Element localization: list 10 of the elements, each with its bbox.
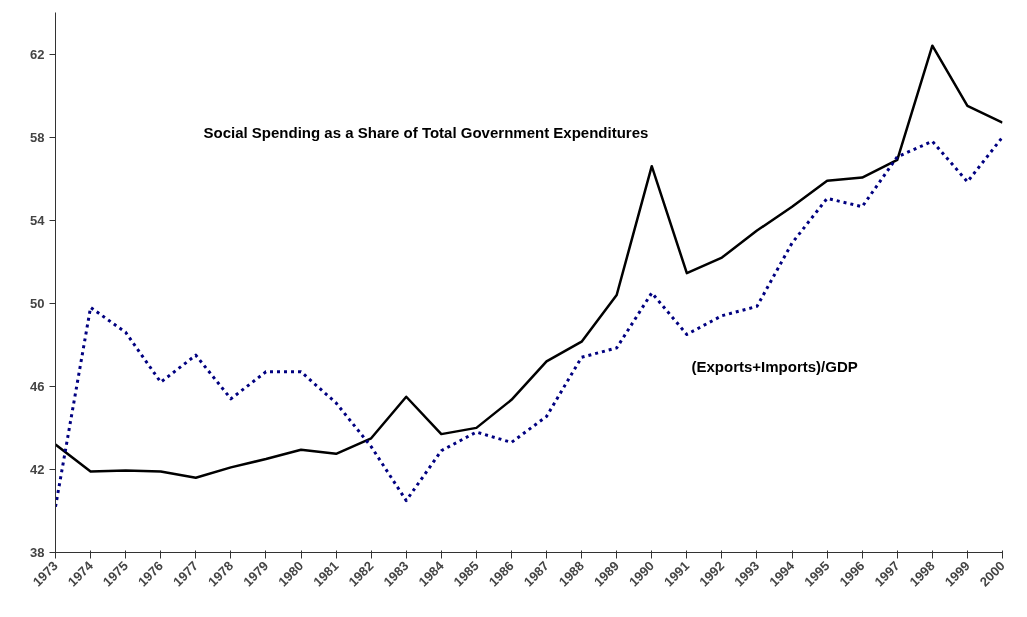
y-tick-label: 38: [30, 545, 45, 560]
line-series: [55, 44, 1003, 479]
annotation: Social Spending as a Share of Total Government Expenditures: [203, 124, 649, 141]
y-tick-label: 62: [30, 46, 45, 62]
y-tick-label: 54: [30, 212, 46, 228]
y-tick-label: 58: [30, 129, 45, 145]
annotation: (Exports+Imports)/GDP: [691, 358, 858, 375]
y-tick-label: 42: [30, 461, 45, 477]
y-tick-label: 50: [30, 295, 45, 311]
y-tick-label: 46: [30, 378, 45, 394]
